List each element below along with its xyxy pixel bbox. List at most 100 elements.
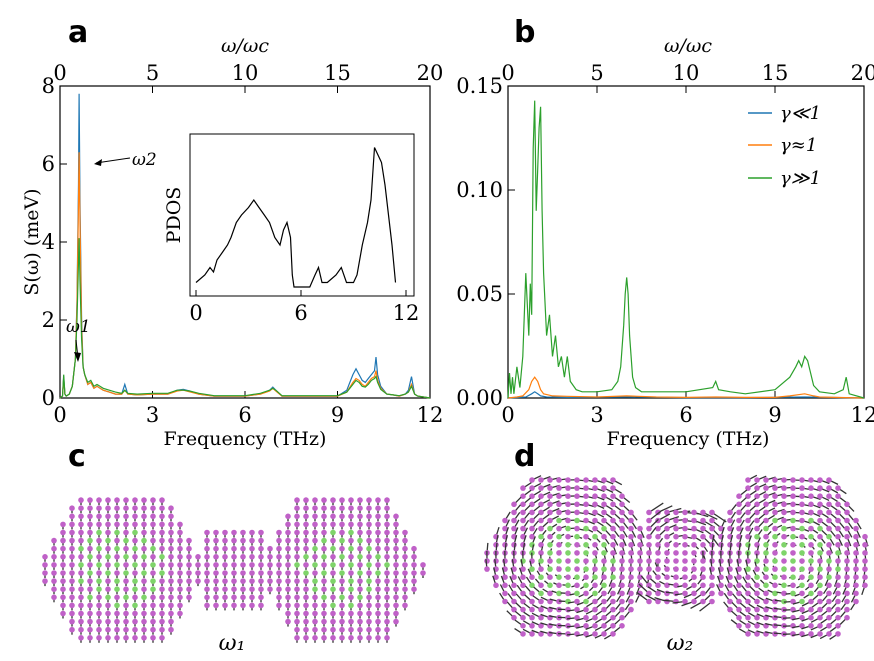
atom — [844, 550, 850, 556]
atom — [60, 610, 66, 617]
atom — [763, 509, 769, 516]
atom — [754, 550, 760, 556]
atom — [204, 537, 210, 544]
atom — [835, 485, 841, 491]
x-axis-label-b: Frequency (THz) — [607, 428, 770, 450]
atom — [664, 566, 670, 572]
atom — [583, 582, 589, 589]
atom — [339, 570, 345, 576]
atom — [745, 517, 751, 524]
atom — [330, 618, 336, 625]
atom — [402, 594, 408, 601]
atom — [312, 562, 318, 568]
atom — [763, 550, 769, 556]
atom — [141, 570, 147, 576]
atom — [105, 562, 111, 568]
atom — [502, 582, 508, 589]
atom — [556, 509, 562, 516]
atom — [375, 610, 381, 617]
atom — [853, 517, 859, 524]
atom — [366, 618, 372, 625]
atom — [727, 590, 733, 597]
atom — [258, 594, 264, 601]
atom — [294, 521, 300, 528]
atom — [511, 509, 517, 516]
atom — [393, 521, 399, 528]
atom — [754, 509, 760, 516]
atom — [51, 545, 57, 552]
atom — [321, 537, 327, 544]
atom — [655, 590, 661, 597]
panel-letter-d: d — [514, 439, 535, 474]
atom — [727, 598, 733, 605]
atom — [69, 545, 75, 552]
atom — [772, 598, 778, 605]
atom — [745, 493, 751, 500]
atom — [258, 570, 264, 576]
atom — [808, 493, 814, 500]
atom — [150, 635, 156, 641]
atom — [276, 570, 282, 576]
atom — [339, 497, 345, 503]
atom — [150, 513, 156, 520]
atom — [529, 485, 535, 491]
atom — [799, 558, 805, 564]
atom — [844, 509, 850, 516]
atom — [529, 501, 535, 508]
atom — [529, 477, 535, 483]
atom — [736, 517, 742, 524]
atom — [123, 545, 129, 552]
atom — [844, 566, 850, 572]
atom — [123, 554, 129, 560]
atom — [538, 542, 544, 548]
atom — [411, 545, 417, 552]
atom — [375, 570, 381, 576]
atom — [276, 529, 282, 536]
atom — [132, 521, 138, 528]
atom — [844, 598, 850, 605]
atom — [736, 525, 742, 532]
atom — [826, 582, 832, 589]
atom — [745, 614, 751, 621]
atom — [96, 578, 102, 584]
atom — [87, 497, 93, 503]
atom — [168, 626, 174, 633]
atom — [592, 501, 598, 508]
atom — [87, 537, 93, 544]
atom — [682, 582, 688, 589]
atom — [339, 545, 345, 552]
atom — [808, 477, 814, 483]
atom — [538, 550, 544, 556]
atom — [727, 517, 733, 524]
atom — [114, 521, 120, 528]
atom — [772, 485, 778, 491]
atom — [294, 545, 300, 552]
atom — [547, 542, 553, 548]
atom — [799, 542, 805, 548]
atom — [574, 566, 580, 572]
atom — [727, 509, 733, 516]
atom — [78, 537, 84, 544]
atom — [772, 574, 778, 580]
atom — [844, 533, 850, 540]
atom — [357, 497, 363, 503]
atom — [276, 578, 282, 584]
atom — [132, 505, 138, 512]
atom — [619, 558, 625, 564]
atom — [114, 554, 120, 560]
legend-b: γ≪1 γ≈1 γ≫1 — [748, 103, 821, 189]
atom — [222, 602, 228, 609]
atom — [574, 533, 580, 540]
atom — [781, 517, 787, 524]
atom — [493, 574, 499, 580]
atom — [646, 574, 652, 580]
atom — [619, 566, 625, 572]
atom — [574, 614, 580, 621]
atom — [348, 586, 354, 592]
atom — [141, 554, 147, 560]
atom — [366, 537, 372, 544]
atom — [78, 635, 84, 641]
atom — [844, 606, 850, 613]
atom — [646, 566, 652, 572]
atom — [132, 578, 138, 584]
